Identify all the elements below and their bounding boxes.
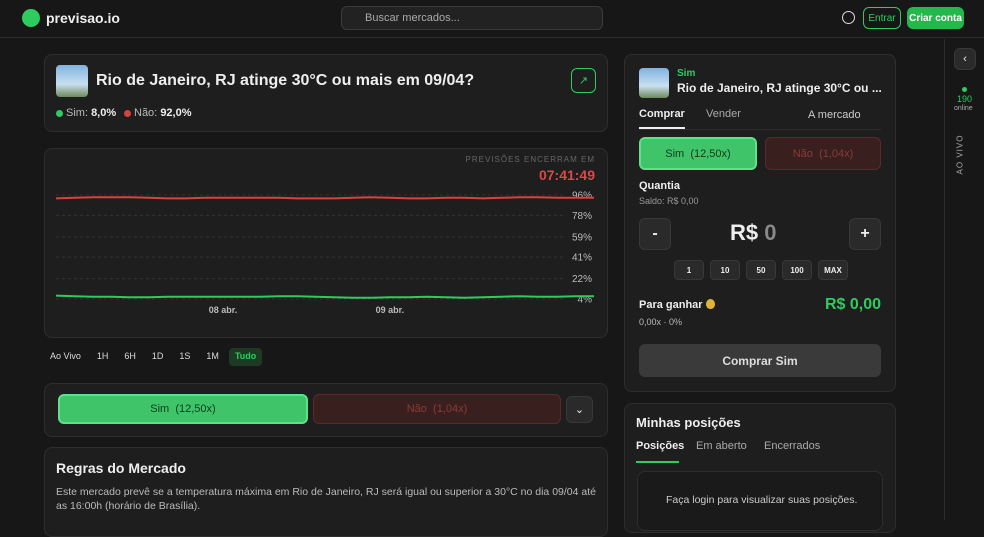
no-text: Não:	[134, 107, 158, 119]
trade-image	[639, 68, 669, 98]
x-tick-label: 08 abr.	[209, 305, 238, 315]
chart-subtitle: PREVISÕES ENCERRAM EM	[466, 155, 595, 164]
countdown: 07:41:49	[539, 167, 595, 183]
rules-title: Regras do Mercado	[56, 460, 186, 476]
y-tick-label: 59%	[572, 232, 592, 243]
currency: R$	[730, 220, 759, 245]
money-bag	[705, 299, 715, 309]
live-label: AO VIVO	[955, 134, 965, 175]
no-dot	[124, 110, 131, 117]
time-range-button[interactable]: 6H	[124, 351, 136, 361]
quantity-label: Quantia	[639, 180, 680, 192]
preset-button[interactable]: 1	[674, 260, 704, 280]
series-line	[55, 294, 594, 299]
expand-button[interactable]: ⌄	[566, 396, 593, 423]
y-tick-label: 22%	[572, 274, 592, 285]
yes-value: 8,0%	[91, 107, 117, 119]
time-range-button[interactable]: 1H	[96, 351, 109, 361]
y-tick-label: 96%	[572, 191, 592, 202]
minus-button[interactable]: -	[639, 218, 671, 250]
amount[interactable]: R$ 0	[730, 220, 777, 246]
win-label: Para ganhar	[639, 299, 715, 311]
online-label: online	[954, 105, 973, 112]
logo[interactable]: previsao.io	[46, 10, 120, 26]
chart: PREVISÕES ENCERRAM EM 07:41:49 96% 78% 59%…	[55, 155, 595, 315]
y-tick-label: 41%	[572, 253, 592, 264]
win-text: Para ganhar	[639, 299, 703, 311]
online-dot	[962, 87, 967, 92]
yes-label: Sim: 8,0%	[66, 107, 116, 119]
trade-yes-button[interactable]: Sim (12,50x)	[639, 137, 757, 170]
tab-sell[interactable]: Vender	[706, 108, 741, 120]
sidebar	[944, 39, 984, 520]
time-range-button[interactable]: 1M	[206, 351, 219, 361]
no-label: Não: 92,0%	[134, 107, 192, 119]
plus-button[interactable]: +	[849, 218, 881, 250]
online-count: 190	[957, 94, 973, 104]
market-card	[44, 54, 608, 132]
tab-buy[interactable]: Comprar	[639, 108, 685, 120]
preset-button[interactable]: 50	[746, 260, 776, 280]
logo-icon[interactable]	[22, 9, 40, 27]
amount-value: 0	[764, 220, 777, 245]
search-box[interactable]	[341, 6, 603, 30]
order-type[interactable]: A mercado	[808, 109, 861, 121]
header	[0, 0, 984, 38]
win-value: R$ 0,00	[824, 296, 881, 313]
rules-text: Este mercado prevê se a temperatura máxi…	[56, 486, 596, 512]
presets: 1 10 50 100 MAX	[674, 260, 848, 280]
yes-button[interactable]: Sim (12,50x)	[58, 394, 308, 424]
positions-title: Minhas posições	[636, 415, 741, 430]
time-range-button[interactable]: Tudo	[228, 348, 263, 366]
login-button[interactable]: Entrar	[863, 7, 901, 29]
time-range-bar: Ao Vivo 1H 6H 1D 1S 1M Tudo	[44, 348, 263, 366]
trade-outcome: Sim	[677, 68, 696, 79]
collapse-button[interactable]: ‹	[954, 48, 976, 70]
time-range-button[interactable]: Ao Vivo	[50, 351, 81, 361]
series-line	[55, 196, 594, 200]
market-title: Rio de Janeiro, RJ atinge 30°C ou mais e…	[96, 72, 475, 89]
market-image	[56, 65, 88, 97]
yes-dot	[56, 110, 63, 117]
help-icon[interactable]	[842, 11, 855, 24]
positions-tab[interactable]: Posições	[636, 440, 685, 452]
balance: Saldo: R$ 0,00	[639, 196, 699, 206]
no-value: 92,0%	[160, 107, 192, 119]
time-range-button[interactable]: 1D	[151, 351, 164, 361]
preset-button[interactable]: 100	[782, 260, 812, 280]
tab-underline	[639, 127, 685, 129]
preset-button[interactable]: 10	[710, 260, 740, 280]
y-tick-label: 78%	[572, 211, 592, 222]
no-button[interactable]: Não (1,04x)	[313, 394, 561, 424]
trade-no-button[interactable]: Não (1,04x)	[765, 137, 881, 170]
preset-button[interactable]: MAX	[818, 260, 848, 280]
positions-underline	[636, 461, 679, 463]
win-detail: 0,00x · 0%	[639, 317, 683, 327]
open-tab[interactable]: Em aberto	[696, 440, 747, 452]
submit-button[interactable]: Comprar Sim	[639, 344, 881, 377]
signup-button[interactable]: Criar conta	[907, 7, 964, 29]
trade-title: Rio de Janeiro, RJ atinge 30°C ou ...	[677, 81, 882, 95]
tab-divider	[639, 129, 881, 130]
closed-tab[interactable]: Encerrados	[764, 440, 821, 452]
y-tick-label: 4%	[578, 294, 593, 305]
yes-text: Sim:	[66, 107, 88, 119]
x-tick-label: 09 abr.	[376, 305, 405, 315]
search-placeholder: Buscar mercados...	[365, 12, 460, 24]
chart-card	[44, 148, 608, 338]
positions-empty: Faça login para visualizar suas posições…	[666, 494, 858, 506]
time-range-button[interactable]: 1S	[179, 351, 191, 361]
share-button[interactable]: ↗	[571, 68, 596, 93]
